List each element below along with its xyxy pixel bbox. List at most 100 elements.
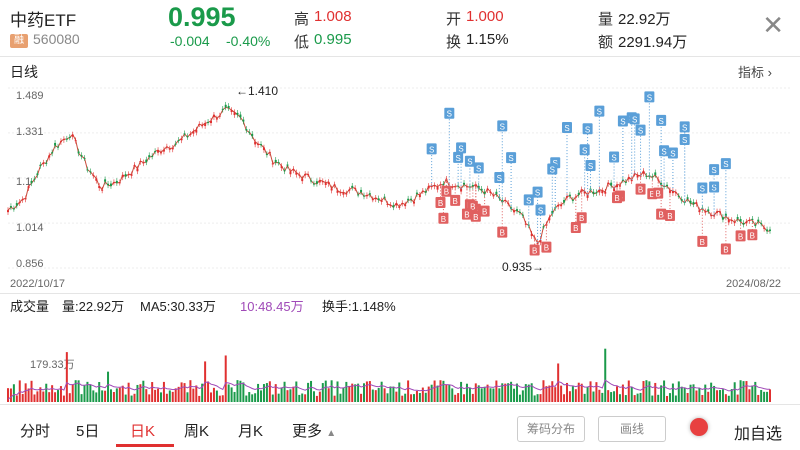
- candle: [739, 218, 742, 222]
- sell-marker-label: S: [582, 146, 587, 155]
- candle: [616, 184, 619, 188]
- sell-marker-label: S: [467, 158, 472, 167]
- candle: [260, 144, 263, 146]
- volume-bar: [24, 383, 27, 402]
- volume-bar: [15, 395, 18, 402]
- volume-bar: [92, 390, 95, 402]
- candle: [642, 170, 645, 174]
- candle: [177, 139, 180, 141]
- candle: [165, 146, 168, 148]
- candle: [721, 217, 724, 220]
- volume-bar: [489, 388, 492, 402]
- tab-5day[interactable]: 5日: [76, 423, 100, 440]
- candle: [109, 183, 112, 186]
- volume-chart[interactable]: [0, 316, 800, 404]
- volume-bar: [368, 381, 371, 402]
- sell-marker: [426, 143, 437, 155]
- candle: [530, 233, 533, 237]
- volume-bar: [83, 385, 86, 402]
- header-divider: [0, 56, 800, 57]
- sell-marker-label: S: [711, 166, 716, 175]
- turnover-value: 1.15%: [466, 31, 509, 48]
- volume-ma5: MA5:30.33万: [140, 299, 216, 314]
- volume-bar: [460, 381, 463, 402]
- volume-bar: [245, 395, 248, 402]
- candle: [492, 195, 495, 197]
- candle: [745, 221, 748, 224]
- volume-bar: [624, 395, 627, 402]
- volume-bar: [254, 393, 257, 402]
- sell-marker: [523, 194, 534, 206]
- volume-bar: [695, 390, 698, 402]
- candle: [671, 190, 674, 194]
- sell-marker: [679, 121, 690, 133]
- candle: [83, 157, 86, 159]
- candle: [486, 188, 489, 191]
- buy-marker: [541, 241, 552, 253]
- sell-marker: [709, 181, 720, 193]
- candle: [383, 196, 386, 198]
- candle: [707, 209, 710, 212]
- volume-bar: [671, 383, 674, 402]
- volume-bar: [757, 394, 760, 402]
- volume-bar: [645, 380, 648, 402]
- record-dot-icon[interactable]: [690, 418, 708, 436]
- candle: [265, 154, 268, 156]
- volume-bar: [318, 391, 321, 402]
- tab-month-k[interactable]: 月K: [238, 423, 264, 440]
- candle: [233, 112, 236, 116]
- volume-bar: [401, 395, 404, 402]
- volume-bar: [224, 355, 227, 402]
- price-chart[interactable]: SBSBSSBSBSBSSBSBBBSSBBBSBBSBSSBSBBSSSBBS…: [0, 80, 800, 288]
- sell-marker: [679, 134, 690, 146]
- candle: [521, 214, 524, 216]
- chip-distribution-button[interactable]: 筹码分布: [517, 416, 585, 442]
- candle: [257, 144, 260, 146]
- volume-bar: [304, 394, 307, 402]
- sell-marker-label: S: [620, 117, 625, 126]
- volume-bar: [589, 381, 592, 402]
- volume-bar: [242, 382, 245, 402]
- volume-bar: [616, 386, 619, 402]
- candle: [757, 219, 760, 222]
- tab-day-k[interactable]: 日K: [130, 423, 156, 440]
- sell-marker: [609, 151, 620, 163]
- sell-marker-label: S: [526, 196, 531, 205]
- volume-bar: [763, 391, 766, 402]
- tab-more[interactable]: 更多 ▲: [292, 420, 336, 441]
- add-watchlist-button[interactable]: 加自选: [734, 426, 783, 443]
- sell-marker-label: S: [597, 108, 602, 117]
- candle: [621, 179, 624, 181]
- volume-bar: [501, 383, 504, 402]
- tab-fenshi[interactable]: 分时: [20, 423, 51, 440]
- close-icon[interactable]: ✕: [762, 10, 784, 40]
- candle: [89, 171, 92, 173]
- volume-bar: [539, 394, 542, 402]
- volume-bar: [251, 394, 254, 402]
- candle: [733, 222, 736, 224]
- candle: [698, 210, 701, 213]
- sell-marker-label: S: [682, 136, 687, 145]
- volume-bar: [769, 389, 771, 402]
- indicator-button[interactable]: 指标 ›: [738, 62, 772, 81]
- candle: [215, 118, 218, 120]
- candle: [127, 174, 130, 176]
- candle: [477, 185, 480, 189]
- draw-line-button[interactable]: 画线: [598, 416, 666, 442]
- volume-bar: [54, 392, 57, 402]
- volume-bar: [286, 390, 289, 402]
- tab-week-k[interactable]: 周K: [184, 423, 210, 440]
- volume-bar: [48, 392, 51, 402]
- sell-marker-label: S: [723, 160, 728, 169]
- candle: [660, 182, 663, 186]
- sell-marker-label: S: [611, 154, 616, 163]
- volume-bar: [207, 381, 210, 402]
- sell-marker: [473, 162, 484, 174]
- buy-marker-label: B: [738, 232, 743, 241]
- volume-bar: [745, 381, 748, 402]
- volume-bar: [112, 392, 115, 402]
- candle: [515, 209, 518, 211]
- volume-bar: [554, 387, 557, 402]
- volume-bar: [265, 383, 268, 402]
- sell-marker-label: S: [700, 184, 705, 193]
